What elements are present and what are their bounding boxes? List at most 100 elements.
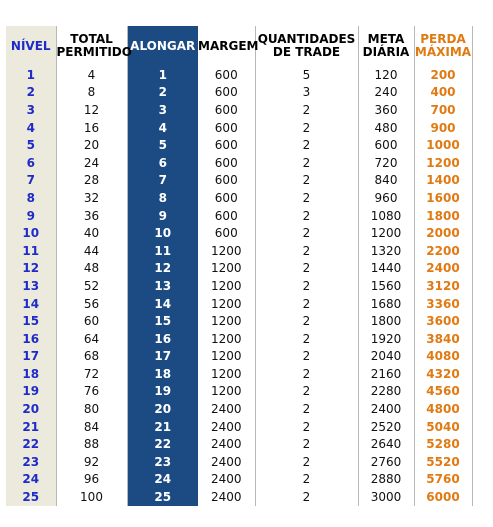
- cell-nivel: 4: [6, 118, 57, 137]
- cell-margem: 2400: [198, 470, 256, 489]
- cell-margem: 600: [198, 189, 256, 207]
- table-row: 10 40 10 600 2 1200 2000: [6, 224, 488, 242]
- cell-alongar: 20: [127, 400, 198, 418]
- header-perda-maxima: PERDA MÁXIMA: [414, 26, 473, 66]
- cell-nivel: 16: [6, 329, 57, 348]
- header-quantidades-de-trade: QUANTIDADES DE TRADE: [255, 26, 359, 66]
- table-row: 25 100 25 2400 2 3000 6000: [6, 488, 488, 506]
- row-spacer: [472, 365, 488, 383]
- row-spacer: [472, 435, 488, 453]
- table-row: 9 36 9 600 2 1080 1800: [6, 206, 488, 225]
- cell-meta-diaria: 120: [358, 66, 415, 84]
- header-meta-diaria: META DIÁRIA: [358, 26, 415, 66]
- table-row: 6 24 6 600 2 720 1200: [6, 153, 488, 172]
- cell-meta-diaria: 1680: [358, 294, 415, 313]
- cell-alongar: 21: [127, 417, 198, 436]
- cell-perda-maxima: 3360: [414, 294, 473, 313]
- table-row: 19 76 19 1200 2 2280 4560: [6, 382, 488, 401]
- cell-margem: 600: [198, 171, 256, 190]
- cell-alongar: 9: [127, 206, 198, 225]
- cell-meta-diaria: 240: [358, 83, 415, 102]
- cell-total-permitido: 88: [56, 435, 128, 454]
- cell-nivel: 10: [6, 224, 57, 242]
- cell-meta-diaria: 2520: [358, 417, 415, 436]
- cell-perda-maxima: 5280: [414, 435, 473, 454]
- cell-perda-maxima: 1400: [414, 171, 473, 190]
- cell-alongar: 7: [127, 171, 198, 190]
- row-spacer: [472, 383, 488, 401]
- cell-nivel: 14: [6, 294, 57, 313]
- row-spacer: [472, 207, 488, 225]
- cell-perda-maxima: 2200: [414, 241, 473, 260]
- cell-perda-maxima: 700: [414, 101, 473, 119]
- cell-total-permitido: 92: [56, 453, 128, 471]
- cell-margem: 600: [198, 206, 256, 225]
- table-row: 11 44 11 1200 2 1320 2200: [6, 241, 488, 260]
- cell-alongar: 3: [127, 101, 198, 119]
- cell-margem: 600: [198, 136, 256, 154]
- cell-perda-maxima: 4560: [414, 382, 473, 401]
- table-row: 5 20 5 600 2 600 1000: [6, 136, 488, 154]
- cell-nivel: 12: [6, 259, 57, 278]
- cell-alongar: 5: [127, 136, 198, 154]
- cell-total-permitido: 4: [56, 66, 128, 84]
- cell-margem: 600: [198, 66, 256, 84]
- cell-perda-maxima: 1000: [414, 136, 473, 154]
- cell-meta-diaria: 2400: [358, 400, 415, 418]
- cell-quantidades-de-trade: 2: [255, 259, 359, 278]
- cell-quantidades-de-trade: 2: [255, 118, 359, 137]
- cell-alongar: 11: [127, 241, 198, 260]
- cell-margem: 2400: [198, 488, 256, 506]
- cell-perda-maxima: 6000: [414, 488, 473, 506]
- cell-nivel: 18: [6, 365, 57, 383]
- cell-meta-diaria: 1320: [358, 241, 415, 260]
- table-row: 7 28 7 600 2 840 1400: [6, 171, 488, 190]
- cell-quantidades-de-trade: 2: [255, 153, 359, 172]
- cell-perda-maxima: 5760: [414, 470, 473, 489]
- cell-perda-maxima: 2000: [414, 224, 473, 242]
- cell-quantidades-de-trade: 2: [255, 101, 359, 119]
- row-spacer: [472, 260, 488, 278]
- cell-alongar: 15: [127, 312, 198, 330]
- cell-alongar: 23: [127, 453, 198, 471]
- table-row: 12 48 12 1200 2 1440 2400: [6, 259, 488, 278]
- row-spacer: [472, 242, 488, 260]
- cell-quantidades-de-trade: 2: [255, 206, 359, 225]
- cell-alongar: 2: [127, 83, 198, 102]
- cell-meta-diaria: 720: [358, 153, 415, 172]
- levels-table-sheet: NÍVEL TOTAL PERMITIDO ALONGAR MARGEM QUAN…: [6, 26, 488, 516]
- cell-quantidades-de-trade: 2: [255, 312, 359, 330]
- levels-table: NÍVEL TOTAL PERMITIDO ALONGAR MARGEM QUAN…: [6, 26, 488, 506]
- cell-meta-diaria: 360: [358, 101, 415, 119]
- cell-meta-diaria: 2640: [358, 435, 415, 454]
- cell-alongar: 1: [127, 66, 198, 84]
- cell-margem: 1200: [198, 329, 256, 348]
- cell-margem: 1200: [198, 294, 256, 313]
- header-spacer: [472, 26, 488, 66]
- cell-margem: 600: [198, 118, 256, 137]
- cell-meta-diaria: 2040: [358, 347, 415, 366]
- row-spacer: [472, 471, 488, 489]
- cell-total-permitido: 28: [56, 171, 128, 190]
- cell-nivel: 2: [6, 83, 57, 102]
- row-spacer: [472, 312, 488, 330]
- cell-total-permitido: 64: [56, 329, 128, 348]
- cell-total-permitido: 72: [56, 365, 128, 383]
- cell-nivel: 24: [6, 470, 57, 489]
- cell-alongar: 12: [127, 259, 198, 278]
- cell-perda-maxima: 3120: [414, 277, 473, 295]
- cell-meta-diaria: 600: [358, 136, 415, 154]
- cell-total-permitido: 40: [56, 224, 128, 242]
- cell-quantidades-de-trade: 2: [255, 241, 359, 260]
- cell-total-permitido: 16: [56, 118, 128, 137]
- cell-meta-diaria: 480: [358, 118, 415, 137]
- cell-quantidades-de-trade: 2: [255, 365, 359, 383]
- cell-quantidades-de-trade: 2: [255, 382, 359, 401]
- cell-quantidades-de-trade: 2: [255, 400, 359, 418]
- cell-total-permitido: 68: [56, 347, 128, 366]
- cell-margem: 1200: [198, 365, 256, 383]
- cell-total-permitido: 100: [56, 488, 128, 506]
- cell-alongar: 6: [127, 153, 198, 172]
- cell-total-permitido: 84: [56, 417, 128, 436]
- table-row: 15 60 15 1200 2 1800 3600: [6, 312, 488, 330]
